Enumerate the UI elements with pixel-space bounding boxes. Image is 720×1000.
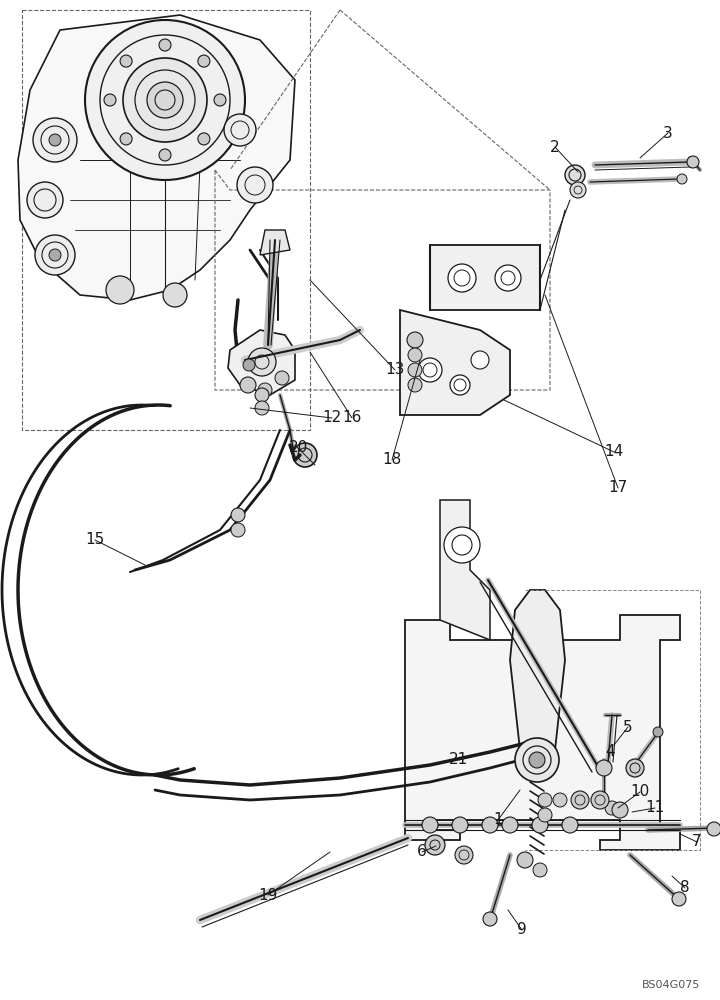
Circle shape: [106, 276, 134, 304]
Text: 13: 13: [385, 362, 405, 377]
Text: 7: 7: [692, 834, 702, 850]
Circle shape: [538, 793, 552, 807]
Circle shape: [591, 791, 609, 809]
Polygon shape: [260, 230, 290, 255]
Circle shape: [198, 133, 210, 145]
Text: 21: 21: [449, 752, 467, 768]
Circle shape: [571, 791, 589, 809]
Circle shape: [495, 265, 521, 291]
Circle shape: [275, 371, 289, 385]
Circle shape: [407, 332, 423, 348]
Circle shape: [147, 82, 183, 118]
Circle shape: [49, 134, 61, 146]
Circle shape: [626, 759, 644, 777]
Text: 4: 4: [606, 744, 615, 760]
Circle shape: [293, 443, 317, 467]
Circle shape: [258, 383, 272, 397]
Text: 6: 6: [417, 844, 427, 859]
Circle shape: [425, 835, 445, 855]
Circle shape: [224, 114, 256, 146]
Circle shape: [159, 39, 171, 51]
Circle shape: [532, 817, 548, 833]
Circle shape: [515, 738, 559, 782]
Circle shape: [85, 20, 245, 180]
Text: 5: 5: [624, 720, 633, 734]
Polygon shape: [510, 590, 565, 760]
Text: 11: 11: [645, 800, 665, 816]
Polygon shape: [430, 245, 540, 310]
Circle shape: [255, 401, 269, 415]
Circle shape: [448, 264, 476, 292]
Text: 12: 12: [323, 410, 341, 426]
Polygon shape: [18, 15, 295, 300]
Circle shape: [677, 174, 687, 184]
Circle shape: [707, 822, 720, 836]
Circle shape: [104, 94, 116, 106]
Circle shape: [553, 793, 567, 807]
Circle shape: [565, 165, 585, 185]
Circle shape: [120, 133, 132, 145]
Circle shape: [653, 727, 663, 737]
Text: 15: 15: [86, 532, 104, 548]
Text: 1: 1: [493, 812, 503, 828]
Circle shape: [517, 852, 533, 868]
Text: 10: 10: [631, 784, 649, 800]
Text: BS04G075: BS04G075: [642, 980, 700, 990]
Circle shape: [450, 375, 470, 395]
Circle shape: [418, 358, 442, 382]
Polygon shape: [400, 310, 510, 415]
Circle shape: [243, 359, 255, 371]
Polygon shape: [405, 615, 680, 850]
Polygon shape: [440, 500, 490, 640]
Circle shape: [408, 363, 422, 377]
Circle shape: [452, 817, 468, 833]
Circle shape: [27, 182, 63, 218]
Circle shape: [198, 55, 210, 67]
Circle shape: [255, 388, 269, 402]
Circle shape: [33, 118, 77, 162]
Circle shape: [237, 167, 273, 203]
Text: 9: 9: [517, 922, 527, 938]
Circle shape: [596, 760, 612, 776]
Text: 19: 19: [258, 888, 278, 902]
Circle shape: [502, 817, 518, 833]
Circle shape: [159, 149, 171, 161]
Circle shape: [538, 808, 552, 822]
Circle shape: [672, 892, 686, 906]
Circle shape: [444, 527, 480, 563]
Text: 2: 2: [550, 139, 560, 154]
Text: 8: 8: [680, 880, 690, 896]
Text: 18: 18: [382, 452, 402, 468]
Circle shape: [408, 378, 422, 392]
Circle shape: [605, 801, 619, 815]
Circle shape: [482, 817, 498, 833]
Circle shape: [35, 235, 75, 275]
Circle shape: [120, 55, 132, 67]
Circle shape: [562, 817, 578, 833]
Polygon shape: [228, 330, 295, 395]
Circle shape: [240, 377, 256, 393]
Circle shape: [163, 283, 187, 307]
Circle shape: [248, 348, 276, 376]
Text: 17: 17: [608, 481, 628, 495]
Circle shape: [49, 249, 61, 261]
Circle shape: [214, 94, 226, 106]
Circle shape: [612, 802, 628, 818]
Circle shape: [231, 508, 245, 522]
Circle shape: [422, 817, 438, 833]
Circle shape: [455, 846, 473, 864]
Text: 14: 14: [604, 444, 624, 460]
Circle shape: [529, 752, 545, 768]
Circle shape: [231, 523, 245, 537]
Circle shape: [408, 348, 422, 362]
Circle shape: [123, 58, 207, 142]
Circle shape: [471, 351, 489, 369]
Circle shape: [687, 156, 699, 168]
Text: 16: 16: [342, 410, 361, 426]
Text: 20: 20: [289, 440, 307, 456]
Circle shape: [533, 863, 547, 877]
Text: 3: 3: [663, 125, 673, 140]
Circle shape: [570, 182, 586, 198]
Circle shape: [483, 912, 497, 926]
